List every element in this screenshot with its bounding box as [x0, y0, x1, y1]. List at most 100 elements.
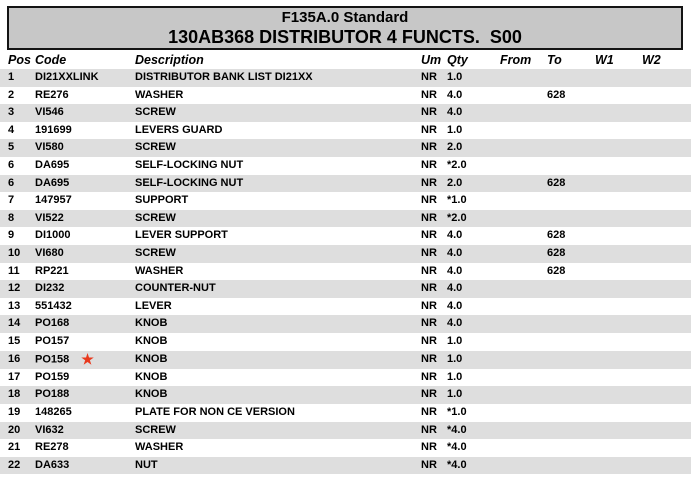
cell-description: KNOB [135, 334, 168, 347]
cell-qty: *1.0 [447, 405, 467, 418]
table-row: 21 RE278 WASHER NR *4.0 [0, 439, 691, 457]
cell-from [500, 386, 547, 404]
cell-qty: 2.0 [447, 141, 463, 154]
table-row: 12 DI232 COUNTER-NUT NR 4.0 [0, 280, 691, 298]
cell-w1 [595, 192, 642, 210]
cell-description: COUNTER-NUT [135, 282, 216, 295]
star-icon: ★ [81, 350, 94, 367]
cell-w1 [595, 87, 642, 105]
column-header-w2: W2 [642, 53, 661, 67]
cell-w2 [642, 386, 691, 404]
cell-description: LEVER SUPPORT [135, 229, 228, 242]
cell-to: 628 [547, 176, 566, 189]
cell-from [500, 122, 547, 140]
cell-to [547, 369, 595, 387]
cell-code: DI21XXLINK [35, 71, 99, 83]
cell-pos: 5 [8, 141, 15, 154]
cell-from [500, 192, 547, 210]
cell-w1 [595, 210, 642, 228]
column-header-to: To [547, 53, 562, 67]
parts-table: Pos Code Description Um Qty From To W1 W… [0, 51, 691, 475]
cell-pos: 13 [8, 299, 21, 312]
cell-w2 [642, 192, 691, 210]
cell-code: RE278 [35, 441, 69, 454]
cell-to [547, 386, 595, 404]
cell-code: PO159 [35, 370, 70, 383]
cell-w2 [642, 104, 691, 122]
cell-to: 628 [547, 246, 566, 259]
cell-um: NR [421, 299, 437, 312]
cell-qty: 2.0 [447, 176, 463, 189]
cell-w2 [642, 69, 691, 87]
title-box: F135A.0 Standard 130AB368 DISTRIBUTOR 4 … [7, 6, 683, 50]
cell-w1 [595, 422, 642, 440]
cell-code: 551432 [35, 299, 72, 312]
table-row: 3 VI546 SCREW NR 4.0 [0, 104, 691, 122]
cell-w1 [595, 351, 642, 369]
cell-qty: 1.0 [447, 334, 463, 347]
cell-w2 [642, 280, 691, 298]
cell-pos: 6 [8, 158, 15, 171]
cell-qty: 4.0 [447, 282, 463, 295]
cell-w1 [595, 280, 642, 298]
cell-qty: 4.0 [447, 317, 463, 330]
cell-to [547, 351, 595, 369]
cell-um: NR [421, 71, 437, 83]
page-title-assembly: 130AB368 DISTRIBUTOR 4 FUNCTS. S00 [168, 26, 522, 47]
cell-from [500, 333, 547, 351]
cell-pos: 3 [8, 106, 15, 119]
cell-description: SUPPORT [135, 194, 189, 207]
cell-code: VI522 [35, 211, 64, 224]
cell-code: PO158 ★ [35, 350, 94, 367]
cell-to: 628 [547, 88, 566, 101]
cell-w2 [642, 87, 691, 105]
cell-um: NR [421, 441, 437, 454]
cell-from [500, 298, 547, 316]
table-row: 14 PO168 KNOB NR 4.0 [0, 315, 691, 333]
cell-qty: 1.0 [447, 352, 463, 365]
page-title-model: F135A.0 Standard [281, 8, 409, 26]
cell-um: NR [421, 229, 437, 242]
column-header-w1: W1 [595, 53, 614, 67]
cell-pos: 6 [8, 176, 15, 189]
cell-description: SCREW [135, 246, 176, 259]
cell-qty: *2.0 [447, 158, 467, 171]
cell-description: KNOB [135, 388, 168, 401]
cell-description: KNOB [135, 370, 168, 383]
cell-description: PLATE FOR NON CE VERSION [135, 405, 295, 418]
cell-pos: 1 [8, 71, 15, 83]
cell-pos: 2 [8, 88, 15, 101]
cell-to [547, 333, 595, 351]
cell-um: NR [421, 246, 437, 259]
cell-to [547, 457, 595, 475]
table-row: 8 VI522 SCREW NR *2.0 [0, 209, 691, 228]
cell-um: NR [421, 317, 437, 330]
cell-qty: 4.0 [447, 229, 463, 242]
cell-from [500, 157, 547, 175]
cell-w1 [595, 104, 642, 122]
cell-code: 148265 [35, 405, 72, 418]
cell-w2 [642, 227, 691, 245]
table-row: 10 VI680 SCREW NR 4.0 628 [0, 244, 691, 263]
column-header-from: From [500, 53, 532, 67]
cell-code: PO168 [35, 317, 70, 330]
cell-um: NR [421, 176, 437, 189]
cell-from [500, 175, 547, 193]
cell-from [500, 245, 547, 263]
cell-to [547, 122, 595, 140]
column-header-code: Code [35, 53, 67, 67]
cell-description: LEVERS GUARD [135, 123, 223, 136]
cell-description: SCREW [135, 423, 176, 436]
cell-from [500, 369, 547, 387]
cell-pos: 21 [8, 441, 21, 454]
table-row: 19 148265 PLATE FOR NON CE VERSION NR *1.0 [0, 404, 691, 422]
cell-pos: 7 [8, 194, 15, 207]
cell-pos: 4 [8, 123, 15, 136]
table-row: 20 VI632 SCREW NR *4.0 [0, 421, 691, 440]
cell-description: SELF-LOCKING NUT [135, 158, 244, 171]
cell-w1 [595, 139, 642, 157]
cell-w2 [642, 333, 691, 351]
cell-qty: *4.0 [447, 458, 467, 471]
cell-um: NR [421, 334, 437, 347]
cell-code: VI680 [35, 246, 64, 259]
